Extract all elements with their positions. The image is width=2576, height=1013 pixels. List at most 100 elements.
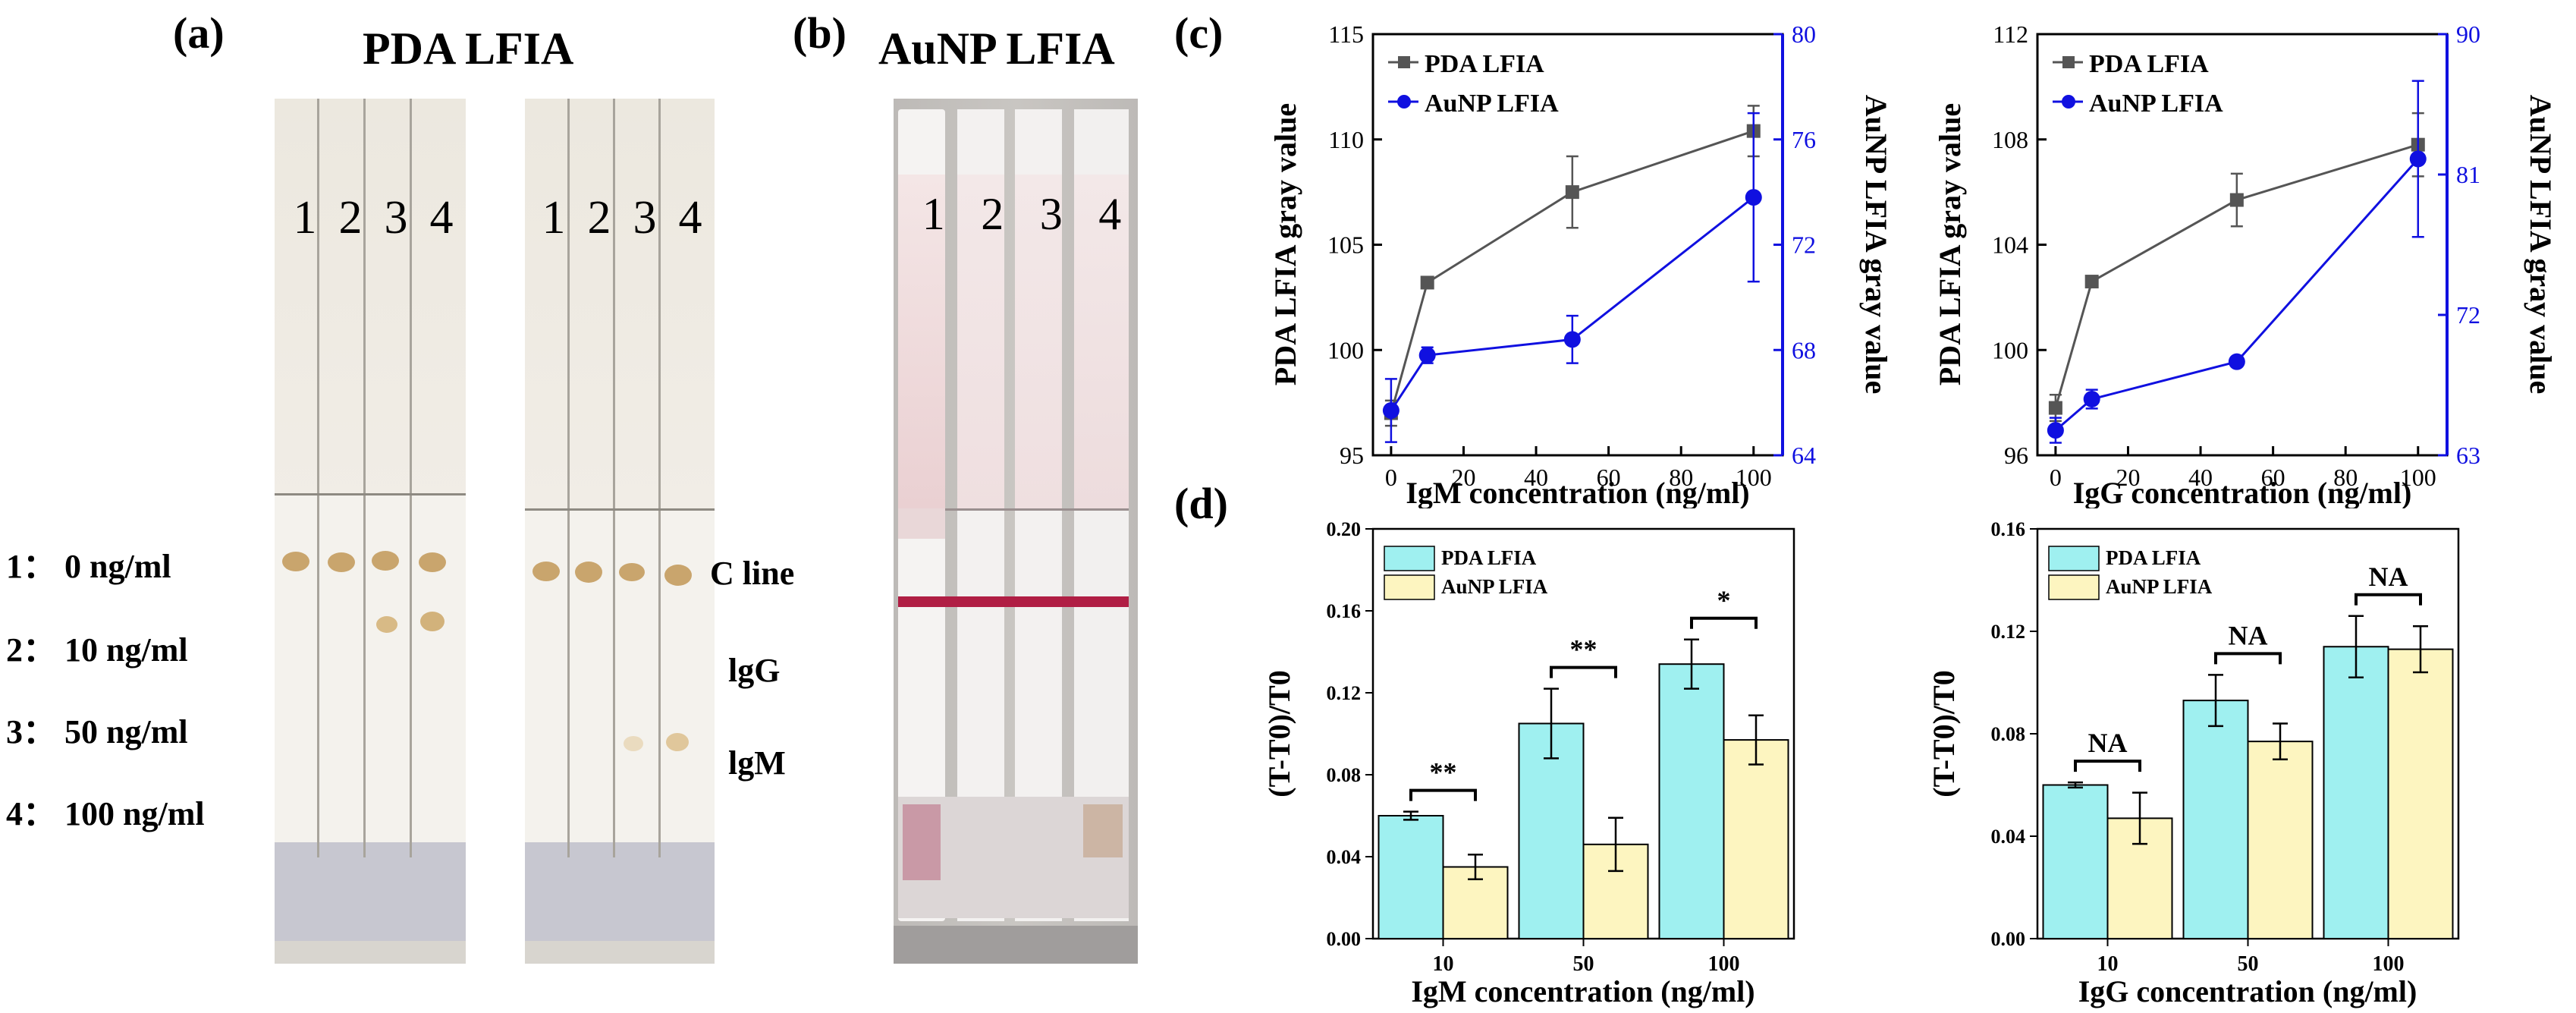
conc-legend-item: 4： 100 ng/ml bbox=[6, 795, 205, 832]
x-tick-label: 10 bbox=[2097, 952, 2119, 976]
pda-strip-photo-right bbox=[525, 99, 715, 964]
x-tick-label: 20 bbox=[2116, 464, 2140, 491]
pda-c-line-spot bbox=[372, 551, 399, 571]
bar bbox=[2042, 784, 2109, 939]
pda-c-line-spot bbox=[664, 565, 692, 586]
x-axis-label: IgM concentration (ng/ml) bbox=[1411, 974, 1755, 1008]
significance-label: * bbox=[1717, 585, 1731, 615]
panel-a-letter: (a) bbox=[173, 8, 225, 58]
y2-tick-label: 76 bbox=[1792, 126, 1816, 153]
chart-c-igg: 0 20 40 60 80 100 96 100 104 108 112 63 72 81 90 PDA L… bbox=[1933, 20, 2558, 508]
y2-tick-label: 72 bbox=[1792, 231, 1816, 259]
pda-c-line-spot bbox=[575, 562, 602, 583]
chart-lines bbox=[2054, 143, 2419, 432]
data-point bbox=[2048, 401, 2062, 415]
x-tick-label: 100 bbox=[1736, 464, 1772, 491]
legend-aunp: AuNP LFIA bbox=[2106, 575, 2213, 598]
y-tick-label: 95 bbox=[1340, 442, 1364, 469]
y-tick-label: 105 bbox=[1327, 231, 1364, 259]
x-tick-label: 0 bbox=[2050, 464, 2062, 491]
y-tick-label: 0.08 bbox=[1991, 723, 2026, 745]
series-line bbox=[2054, 158, 2419, 432]
pda-strip-numbers-left: 1 2 3 4 bbox=[293, 192, 454, 244]
x-tick-label: 10 bbox=[1433, 952, 1454, 976]
significance-label: NA bbox=[2369, 562, 2408, 592]
legend-aunp: AuNP LFIA bbox=[1425, 90, 1559, 118]
aunp-strip-photo bbox=[894, 99, 1138, 964]
pda-igg-spot bbox=[376, 616, 397, 633]
panel-b-title: AuNP LFIA bbox=[878, 24, 1115, 74]
panel-a-title: PDA LFIA bbox=[363, 24, 574, 74]
x-axis-label: IgG concentration (ng/ml) bbox=[2073, 476, 2412, 508]
y-axis-label: (T-T0)/T0 bbox=[1927, 670, 1961, 797]
panel-c-letter: (c) bbox=[1174, 8, 1224, 58]
chart-c-igm: 0 20 40 60 80 100 95 100 105 110 115 64 68 72 76 80 PDA… bbox=[1268, 20, 1893, 508]
x-tick-label: 0 bbox=[1385, 464, 1397, 491]
y-tick-label: 0.00 bbox=[1327, 928, 1362, 950]
panel-b-letter: (b) bbox=[793, 8, 847, 58]
x-tick-label: 50 bbox=[2238, 952, 2259, 976]
y-axis-label: (T-T0)/T0 bbox=[1262, 670, 1296, 797]
pda-igm-spot bbox=[624, 736, 643, 751]
x-tick-label: 60 bbox=[2261, 464, 2285, 491]
bar bbox=[2247, 741, 2314, 939]
significance-label: NA bbox=[2088, 728, 2128, 758]
significance-label: NA bbox=[2229, 620, 2268, 650]
y2-tick-label: 72 bbox=[2456, 301, 2480, 329]
data-point bbox=[1420, 275, 1434, 290]
significance-bracket bbox=[1690, 616, 1758, 629]
x-tick-label: 40 bbox=[2188, 464, 2213, 491]
chart-legend: PDA LFIA AuNP LFIA bbox=[2053, 50, 2223, 118]
data-point bbox=[1563, 331, 1581, 348]
chart-legend: PDA LFIA AuNP LFIA bbox=[1388, 50, 1559, 118]
data-point bbox=[2047, 422, 2064, 439]
data-point bbox=[2084, 275, 2099, 289]
x-tick-label: 100 bbox=[2373, 952, 2405, 976]
significance-label: ** bbox=[1570, 634, 1597, 665]
x-tick-label: 60 bbox=[1597, 464, 1621, 491]
legend-pda: PDA LFIA bbox=[1441, 546, 1537, 569]
data-point bbox=[2228, 353, 2245, 370]
significance-bracket bbox=[2214, 652, 2282, 665]
chart-ticks: 0 20 40 60 80 100 95 100 105 110 115 64 68 72 76 80 bbox=[1327, 20, 1816, 491]
data-point bbox=[2083, 391, 2100, 407]
y-tick-label: 0.12 bbox=[1991, 621, 2026, 643]
significance-label: ** bbox=[1430, 757, 1457, 788]
chart-d-igg: 0.00 0.04 0.08 0.12 0.16 10 50 100 NA NA NA PDA L… bbox=[1927, 518, 2460, 1008]
series-line bbox=[1390, 196, 1755, 411]
bar bbox=[1658, 663, 1725, 939]
x-tick-label: 80 bbox=[2333, 464, 2358, 491]
y-tick-label: 108 bbox=[1992, 126, 2028, 153]
panel-d-letter: (d) bbox=[1174, 479, 1228, 528]
y-tick-label: 104 bbox=[1992, 231, 2028, 259]
legend-pda: PDA LFIA bbox=[2089, 50, 2209, 78]
chart-ticks: 0.00 0.04 0.08 0.12 0.16 0.20 10 50 100 bbox=[1327, 518, 1740, 976]
pda-c-line-spot bbox=[282, 552, 309, 571]
data-point bbox=[2409, 150, 2427, 168]
x-tick-label: 20 bbox=[1451, 464, 1475, 491]
bar bbox=[2387, 648, 2454, 939]
x-tick-label: 50 bbox=[1573, 952, 1594, 976]
data-point bbox=[1745, 189, 1762, 206]
y2-tick-label: 90 bbox=[2456, 20, 2480, 48]
legend-aunp: AuNP LFIA bbox=[1441, 575, 1548, 598]
conc-legend-item: 3： 50 ng/ml bbox=[6, 713, 188, 750]
x-tick-label: 100 bbox=[1708, 952, 1740, 976]
pda-strip-photo-left bbox=[275, 99, 466, 964]
series-line bbox=[1390, 130, 1755, 414]
y2-tick-label: 80 bbox=[1792, 20, 1816, 48]
y-tick-label: 100 bbox=[1992, 336, 2028, 363]
y-tick-label: 96 bbox=[2004, 442, 2028, 469]
y2-axis-label: AuNP LFIA gray value bbox=[2524, 95, 2558, 394]
y-tick-label: 0.12 bbox=[1327, 682, 1362, 704]
y-axis-label: PDA LFIA gray value bbox=[1268, 103, 1302, 385]
conc-legend-item: 1： 0 ng/ml bbox=[6, 548, 171, 585]
x-tick-label: 100 bbox=[2400, 464, 2436, 491]
chart-marks bbox=[2047, 80, 2427, 444]
x-tick-label: 80 bbox=[1669, 464, 1693, 491]
igm-line-label: lgM bbox=[728, 744, 786, 782]
aunp-strip-numbers: 1 2 3 4 bbox=[922, 189, 1122, 239]
igg-line-label: lgG bbox=[728, 652, 781, 689]
y-axis-label: PDA LFIA gray value bbox=[1933, 103, 1967, 385]
chart-marks: ***** bbox=[1378, 585, 1789, 939]
